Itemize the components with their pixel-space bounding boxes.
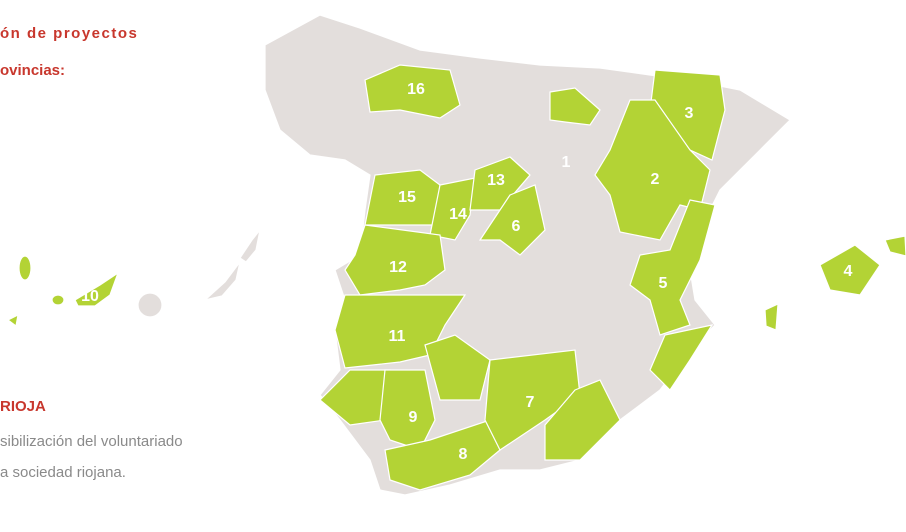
island — [52, 295, 64, 305]
region-number: 1 — [562, 154, 571, 171]
region-number: 14 — [449, 206, 467, 223]
island — [765, 304, 778, 330]
island — [8, 315, 18, 326]
region-number: 9 — [409, 409, 418, 426]
header-line: ón de proyectos — [0, 25, 138, 42]
island — [240, 230, 260, 262]
spain-map — [8, 15, 906, 495]
region-number: 8 — [459, 446, 468, 463]
island — [138, 293, 162, 317]
region-number: 6 — [512, 218, 521, 235]
header-line: ovincias: — [0, 62, 65, 79]
region-number: 11 — [389, 328, 406, 345]
map-page: ón de proyectos ovincias: RIOJA sibiliza… — [0, 0, 906, 532]
region-number: 5 — [659, 275, 668, 292]
region-number: 3 — [685, 105, 694, 122]
region — [320, 370, 390, 425]
region-number: 4 — [844, 263, 853, 280]
detail-line: a sociedad riojana. — [0, 464, 126, 481]
region-number: 15 — [398, 189, 416, 206]
island — [19, 256, 31, 280]
region-number: 10 — [81, 288, 99, 305]
region-number: 13 — [487, 172, 505, 189]
region-number: 7 — [526, 394, 535, 411]
detail-line: sibilización del voluntariado — [0, 433, 183, 450]
region-number: 12 — [389, 259, 407, 276]
island — [205, 262, 240, 300]
detail-title: RIOJA — [0, 398, 46, 415]
island — [885, 236, 906, 256]
region-number: 2 — [651, 171, 660, 188]
region-number: 16 — [407, 81, 425, 98]
